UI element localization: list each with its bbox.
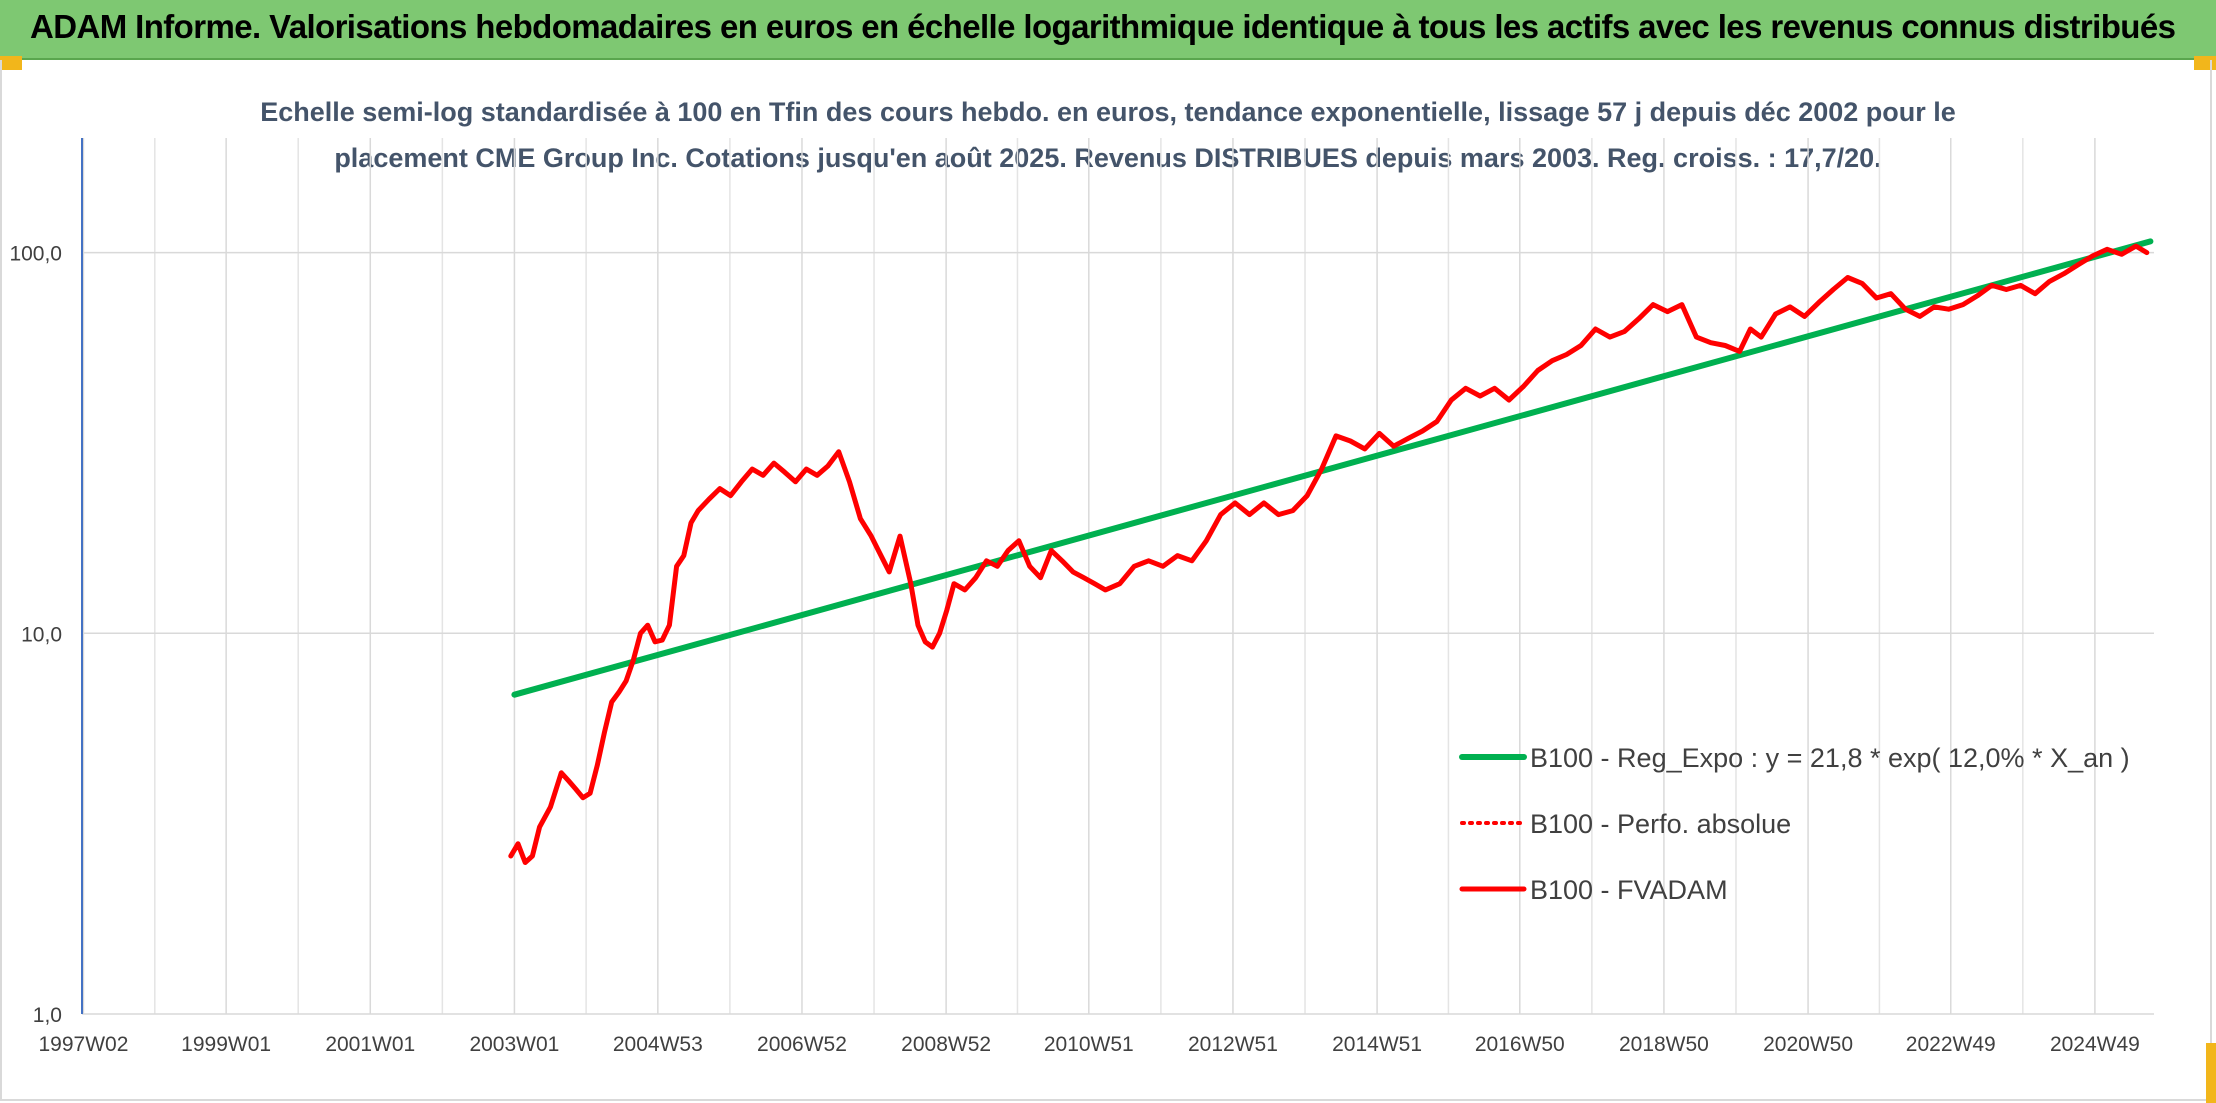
x-tick-label: 2014W51	[1332, 1033, 1422, 1056]
series-line-0	[511, 238, 2154, 698]
y-tick-label: 10,0	[21, 623, 62, 646]
x-tick-label: 2016W50	[1475, 1033, 1565, 1056]
chart-subtitle-line-2: placement CME Group Inc. Cotations jusqu…	[334, 143, 1882, 173]
x-tick-label: 2018W50	[1619, 1033, 1709, 1056]
corner-marker-left	[0, 56, 22, 70]
x-tick-label: 2020W50	[1763, 1033, 1853, 1056]
x-tick-label: 2024W49	[2050, 1033, 2140, 1056]
x-tick-label: 2001W01	[325, 1033, 415, 1056]
legend-label-2: B100 - FVADAM	[1530, 875, 1728, 905]
x-tick-label: 1999W01	[181, 1033, 271, 1056]
legend-label-0: B100 - Reg_Expo : y = 21,8 * exp( 12,0% …	[1530, 743, 2130, 773]
x-tick-label: 2022W49	[1906, 1033, 1996, 1056]
x-tick-label: 1997W02	[38, 1033, 128, 1056]
legend-label-1: B100 - Perfo. absolue	[1530, 809, 1791, 839]
corner-marker-bottom-right	[2206, 1043, 2216, 1103]
x-tick-label: 2012W51	[1188, 1033, 1278, 1056]
page-title: ADAM Informe. Valorisations hebdomadaire…	[30, 8, 2176, 45]
top-banner: ADAM Informe. Valorisations hebdomadaire…	[0, 0, 2216, 60]
x-tick-label: 2004W53	[613, 1033, 703, 1056]
chart-subtitle-line-1: Echelle semi-log standardisée à 100 en T…	[260, 97, 1956, 127]
y-tick-label: 1,0	[33, 1004, 62, 1027]
y-tick-label: 100,0	[9, 243, 62, 266]
chart-frame	[0, 60, 2212, 1101]
x-tick-label: 2003W01	[469, 1033, 559, 1056]
series-line-2	[508, 243, 2150, 865]
x-tick-label: 2008W52	[901, 1033, 991, 1056]
x-tick-label: 2006W52	[757, 1033, 847, 1056]
x-tick-label: 2010W51	[1044, 1033, 1134, 1056]
